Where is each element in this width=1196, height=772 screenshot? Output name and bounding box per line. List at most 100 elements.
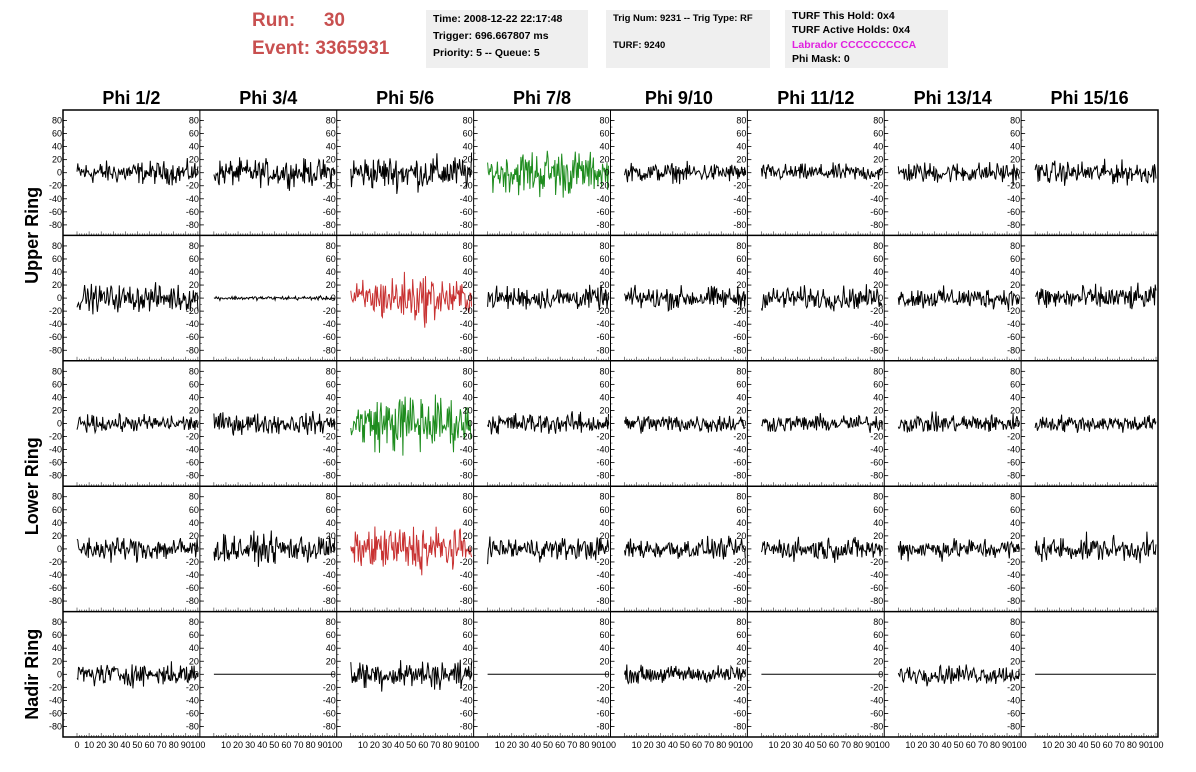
- y-tick-label: -80: [596, 471, 609, 481]
- x-tick-label: 60: [692, 740, 702, 750]
- y-tick-label: 0: [604, 168, 609, 178]
- x-tick-label: 40: [805, 740, 815, 750]
- y-tick-label: 60: [736, 630, 746, 640]
- x-tick-label: 90: [1139, 740, 1149, 750]
- y-tick-label: 20: [463, 280, 473, 290]
- y-tick-label: 0: [194, 293, 199, 303]
- y-tick-label: 80: [736, 492, 746, 502]
- y-tick-label: -80: [733, 596, 746, 606]
- y-tick-label: -60: [460, 708, 473, 718]
- y-tick-label: -40: [323, 319, 336, 329]
- y-tick-label: 80: [52, 366, 62, 376]
- y-tick-label: -80: [49, 596, 62, 606]
- y-tick-label: -40: [870, 445, 883, 455]
- y-tick-label: 60: [326, 129, 336, 139]
- x-tick-label: 40: [257, 740, 267, 750]
- y-tick-label: 80: [326, 241, 336, 251]
- y-tick-label: -60: [49, 332, 62, 342]
- waveform-r2-c1: [76, 282, 199, 315]
- y-tick-label: -40: [733, 570, 746, 580]
- y-tick-label: -40: [596, 194, 609, 204]
- y-tick-label: -40: [1007, 695, 1020, 705]
- x-tick-label: 10: [495, 740, 505, 750]
- y-tick-label: 80: [599, 617, 609, 627]
- y-tick-label: 20: [873, 656, 883, 666]
- y-tick-label: -20: [596, 432, 609, 442]
- x-tick-label: 70: [1115, 740, 1125, 750]
- waveform-r3-c7: [897, 411, 1020, 433]
- y-tick-label: 80: [873, 241, 883, 251]
- y-tick-label: -80: [49, 721, 62, 731]
- y-tick-label: -60: [49, 458, 62, 468]
- y-tick-label: -40: [49, 194, 62, 204]
- y-tick-label: 80: [326, 116, 336, 126]
- waveform-r4-c5: [624, 535, 746, 560]
- waveform-r5-c7: [897, 664, 1020, 687]
- y-tick-label: -20: [460, 181, 473, 191]
- y-tick-label: -60: [186, 708, 199, 718]
- x-tick-label: 60: [418, 740, 428, 750]
- y-tick-label: 40: [189, 518, 199, 528]
- y-tick-label: 40: [599, 267, 609, 277]
- y-tick-label: -40: [460, 570, 473, 580]
- waveform-r1-c3: [350, 152, 473, 194]
- y-tick-label: -80: [733, 721, 746, 731]
- x-tick-label: 80: [579, 740, 589, 750]
- y-tick-label: -20: [49, 557, 62, 567]
- y-tick-label: -40: [596, 570, 609, 580]
- y-tick-label: -80: [49, 345, 62, 355]
- ring-label-3: Nadir Ring: [22, 629, 42, 720]
- y-tick-label: 40: [326, 142, 336, 152]
- waveform-r5-c5: [624, 664, 746, 685]
- y-tick-label: 80: [1010, 241, 1020, 251]
- y-tick-label: -80: [733, 471, 746, 481]
- y-tick-label: 0: [468, 168, 473, 178]
- y-tick-label: -60: [323, 583, 336, 593]
- y-tick-label: 40: [873, 643, 883, 653]
- y-tick-label: 40: [463, 392, 473, 402]
- y-tick-label: -80: [596, 596, 609, 606]
- y-tick-label: 20: [873, 405, 883, 415]
- y-tick-label: 40: [463, 142, 473, 152]
- y-tick-label: 80: [873, 116, 883, 126]
- waveform-r5-c1: [76, 661, 199, 689]
- y-tick-label: -20: [1007, 432, 1020, 442]
- y-tick-label: 80: [189, 492, 199, 502]
- x-tick-label: 70: [841, 740, 851, 750]
- y-tick-label: -60: [1007, 207, 1020, 217]
- y-tick-label: 20: [736, 656, 746, 666]
- y-tick-label: 60: [52, 630, 62, 640]
- y-tick-label: -80: [49, 220, 62, 230]
- y-tick-label: 20: [599, 656, 609, 666]
- y-tick-label: 80: [736, 617, 746, 627]
- phi-mask-text: Phi Mask: 0: [792, 53, 850, 65]
- y-tick-label: -40: [49, 695, 62, 705]
- y-tick-label: -60: [596, 458, 609, 468]
- y-tick-label: -40: [870, 570, 883, 580]
- y-tick-label: 80: [326, 492, 336, 502]
- waveform-r3-c8: [1034, 414, 1157, 433]
- x-tick-label: 60: [145, 740, 155, 750]
- column-header-3: Phi 5/6: [376, 88, 434, 108]
- y-tick-label: 60: [326, 505, 336, 515]
- y-tick-label: 20: [599, 280, 609, 290]
- y-tick-label: 40: [52, 142, 62, 152]
- y-tick-label: 0: [331, 669, 336, 679]
- y-tick-label: 60: [873, 630, 883, 640]
- y-tick-label: -80: [186, 596, 199, 606]
- y-tick-label: 80: [599, 492, 609, 502]
- y-tick-label: -20: [870, 306, 883, 316]
- y-tick-label: 40: [599, 392, 609, 402]
- waveform-r4-c4: [487, 536, 609, 565]
- x-tick-label: 90: [318, 740, 328, 750]
- y-tick-label: 0: [468, 669, 473, 679]
- x-tick-label: 90: [181, 740, 191, 750]
- y-tick-label: 20: [52, 280, 62, 290]
- y-tick-label: -80: [1007, 721, 1020, 731]
- x-tick-label: 100: [1148, 740, 1163, 750]
- y-tick-label: -20: [733, 557, 746, 567]
- y-tick-label: 60: [873, 505, 883, 515]
- x-tick-label: 20: [781, 740, 791, 750]
- y-tick-label: -60: [1007, 458, 1020, 468]
- y-tick-label: -20: [460, 432, 473, 442]
